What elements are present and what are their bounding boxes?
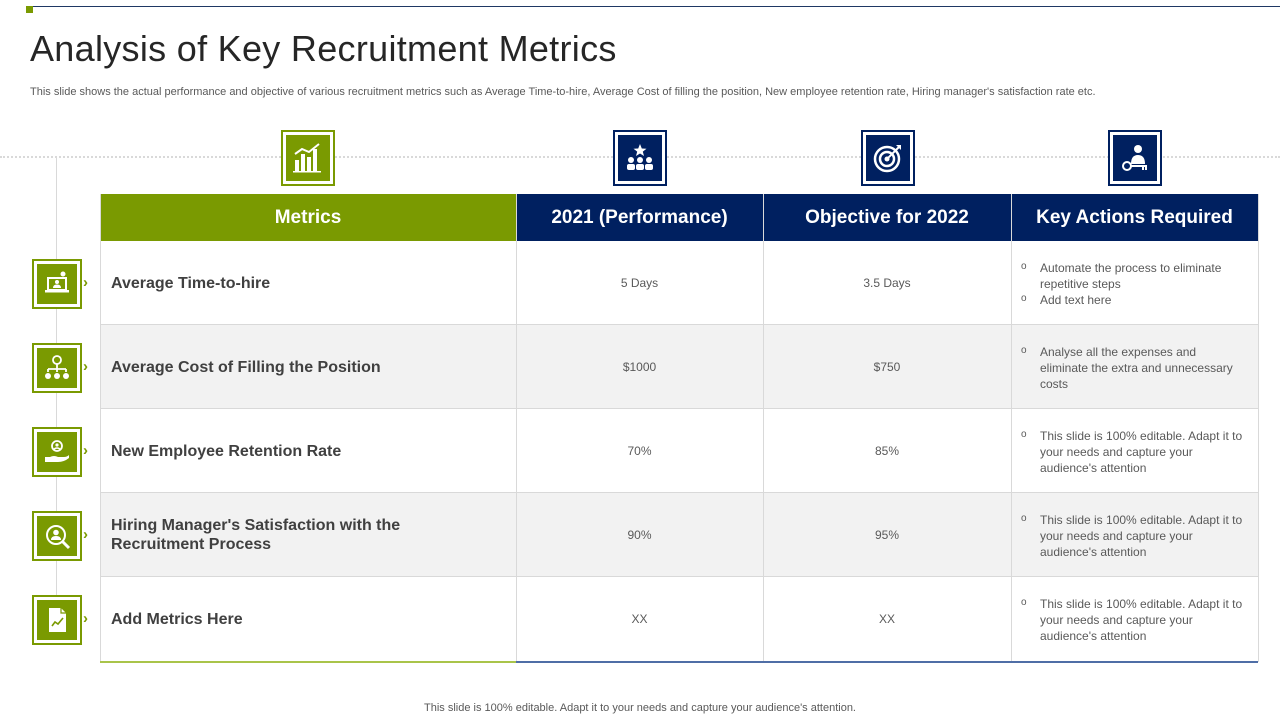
top-accent-square xyxy=(26,6,33,13)
table-bottom-border-green xyxy=(100,661,516,663)
objective-value: XX xyxy=(878,612,895,626)
chevron-right-icon: › xyxy=(83,274,88,291)
header-actions: Key Actions Required xyxy=(1011,194,1258,241)
grid-line xyxy=(100,194,101,662)
target-icon xyxy=(873,145,901,173)
page-subtitle: This slide shows the actual performance … xyxy=(30,86,1096,98)
table-row: Hiring Manager's Satisfaction with the R… xyxy=(100,493,1258,577)
metrics-column-icon xyxy=(281,130,335,186)
objective-value: 3.5 Days xyxy=(863,276,911,290)
org-chart-icon xyxy=(45,355,69,379)
row-icon-time-to-hire xyxy=(32,259,82,309)
actions-cell: This slide is 100% editable. Adapt it to… xyxy=(1011,409,1258,493)
actions-column-icon xyxy=(1108,130,1162,186)
table-row: New Employee Retention Rate 70% 85% This… xyxy=(100,409,1258,493)
row-icon-satisfaction xyxy=(32,511,82,561)
user-search-icon xyxy=(46,525,71,550)
metric-name: New Employee Retention Rate xyxy=(111,442,342,460)
row-icon-cost xyxy=(32,343,82,393)
objective-value: 85% xyxy=(874,444,900,458)
metric-name: Hiring Manager's Satisfaction with the R… xyxy=(111,517,401,553)
grid-line xyxy=(100,576,1258,577)
performance-value: XX xyxy=(631,612,648,626)
chevron-right-icon: › xyxy=(83,526,88,543)
team-star-icon xyxy=(627,144,653,170)
performance-value: 5 Days xyxy=(620,276,659,290)
objective-column-icon xyxy=(861,130,915,186)
chevron-right-icon: › xyxy=(83,442,88,459)
grid-line xyxy=(516,194,517,662)
action-item: Analyse all the expenses and eliminate t… xyxy=(1011,343,1246,392)
actions-cell: Automate the process to eliminate repeti… xyxy=(1011,241,1258,325)
grid-line xyxy=(1258,194,1259,662)
grid-line xyxy=(100,492,1258,493)
row-icon-add-metrics xyxy=(32,595,82,645)
row-icon-retention xyxy=(32,427,82,477)
action-item: This slide is 100% editable. Adapt it to… xyxy=(1011,595,1246,644)
chevron-right-icon: › xyxy=(83,358,88,375)
key-person-icon xyxy=(1122,145,1147,171)
metric-name: Average Time-to-hire xyxy=(111,274,271,292)
actions-cell: This slide is 100% editable. Adapt it to… xyxy=(1011,577,1258,661)
table-row: Average Cost of Filling the Position $10… xyxy=(100,325,1258,409)
timeline-line xyxy=(56,157,57,635)
performance-value: $1000 xyxy=(622,360,657,374)
metric-name: Add Metrics Here xyxy=(111,610,243,628)
objective-value: 95% xyxy=(874,528,900,542)
header-metrics: Metrics xyxy=(100,194,516,241)
grid-line xyxy=(100,324,1258,325)
actions-cell: Analyse all the expenses and eliminate t… xyxy=(1011,325,1258,409)
actions-cell: This slide is 100% editable. Adapt it to… xyxy=(1011,493,1258,577)
action-item: This slide is 100% editable. Adapt it to… xyxy=(1011,427,1246,476)
bar-chart-icon xyxy=(293,143,321,173)
grid-line xyxy=(1011,194,1012,662)
table-row: Average Time-to-hire 5 Days 3.5 Days Aut… xyxy=(100,241,1258,325)
laptop-user-icon xyxy=(45,271,69,293)
top-rule xyxy=(26,6,1280,7)
action-item: This slide is 100% editable. Adapt it to… xyxy=(1011,511,1246,560)
header-objective: Objective for 2022 xyxy=(763,194,1011,241)
table-row: Add Metrics Here XX XX This slide is 100… xyxy=(100,577,1258,661)
performance-value: 70% xyxy=(627,444,652,458)
page-title: Analysis of Key Recruitment Metrics xyxy=(30,28,617,69)
hand-person-icon xyxy=(45,440,69,462)
action-item: Automate the process to eliminate repeti… xyxy=(1011,259,1246,292)
metric-name: Average Cost of Filling the Position xyxy=(111,358,381,376)
chevron-right-icon: › xyxy=(83,610,88,627)
table-bottom-border-blue xyxy=(516,661,1258,663)
performance-column-icon xyxy=(613,130,667,186)
performance-value: 90% xyxy=(627,528,652,542)
document-chart-icon xyxy=(49,608,66,632)
footer-note: This slide is 100% editable. Adapt it to… xyxy=(424,702,856,714)
grid-line xyxy=(100,408,1258,409)
action-item: Add text here xyxy=(1011,291,1246,308)
grid-line xyxy=(763,194,764,662)
objective-value: $750 xyxy=(873,360,901,374)
header-performance: 2021 (Performance) xyxy=(516,194,763,241)
